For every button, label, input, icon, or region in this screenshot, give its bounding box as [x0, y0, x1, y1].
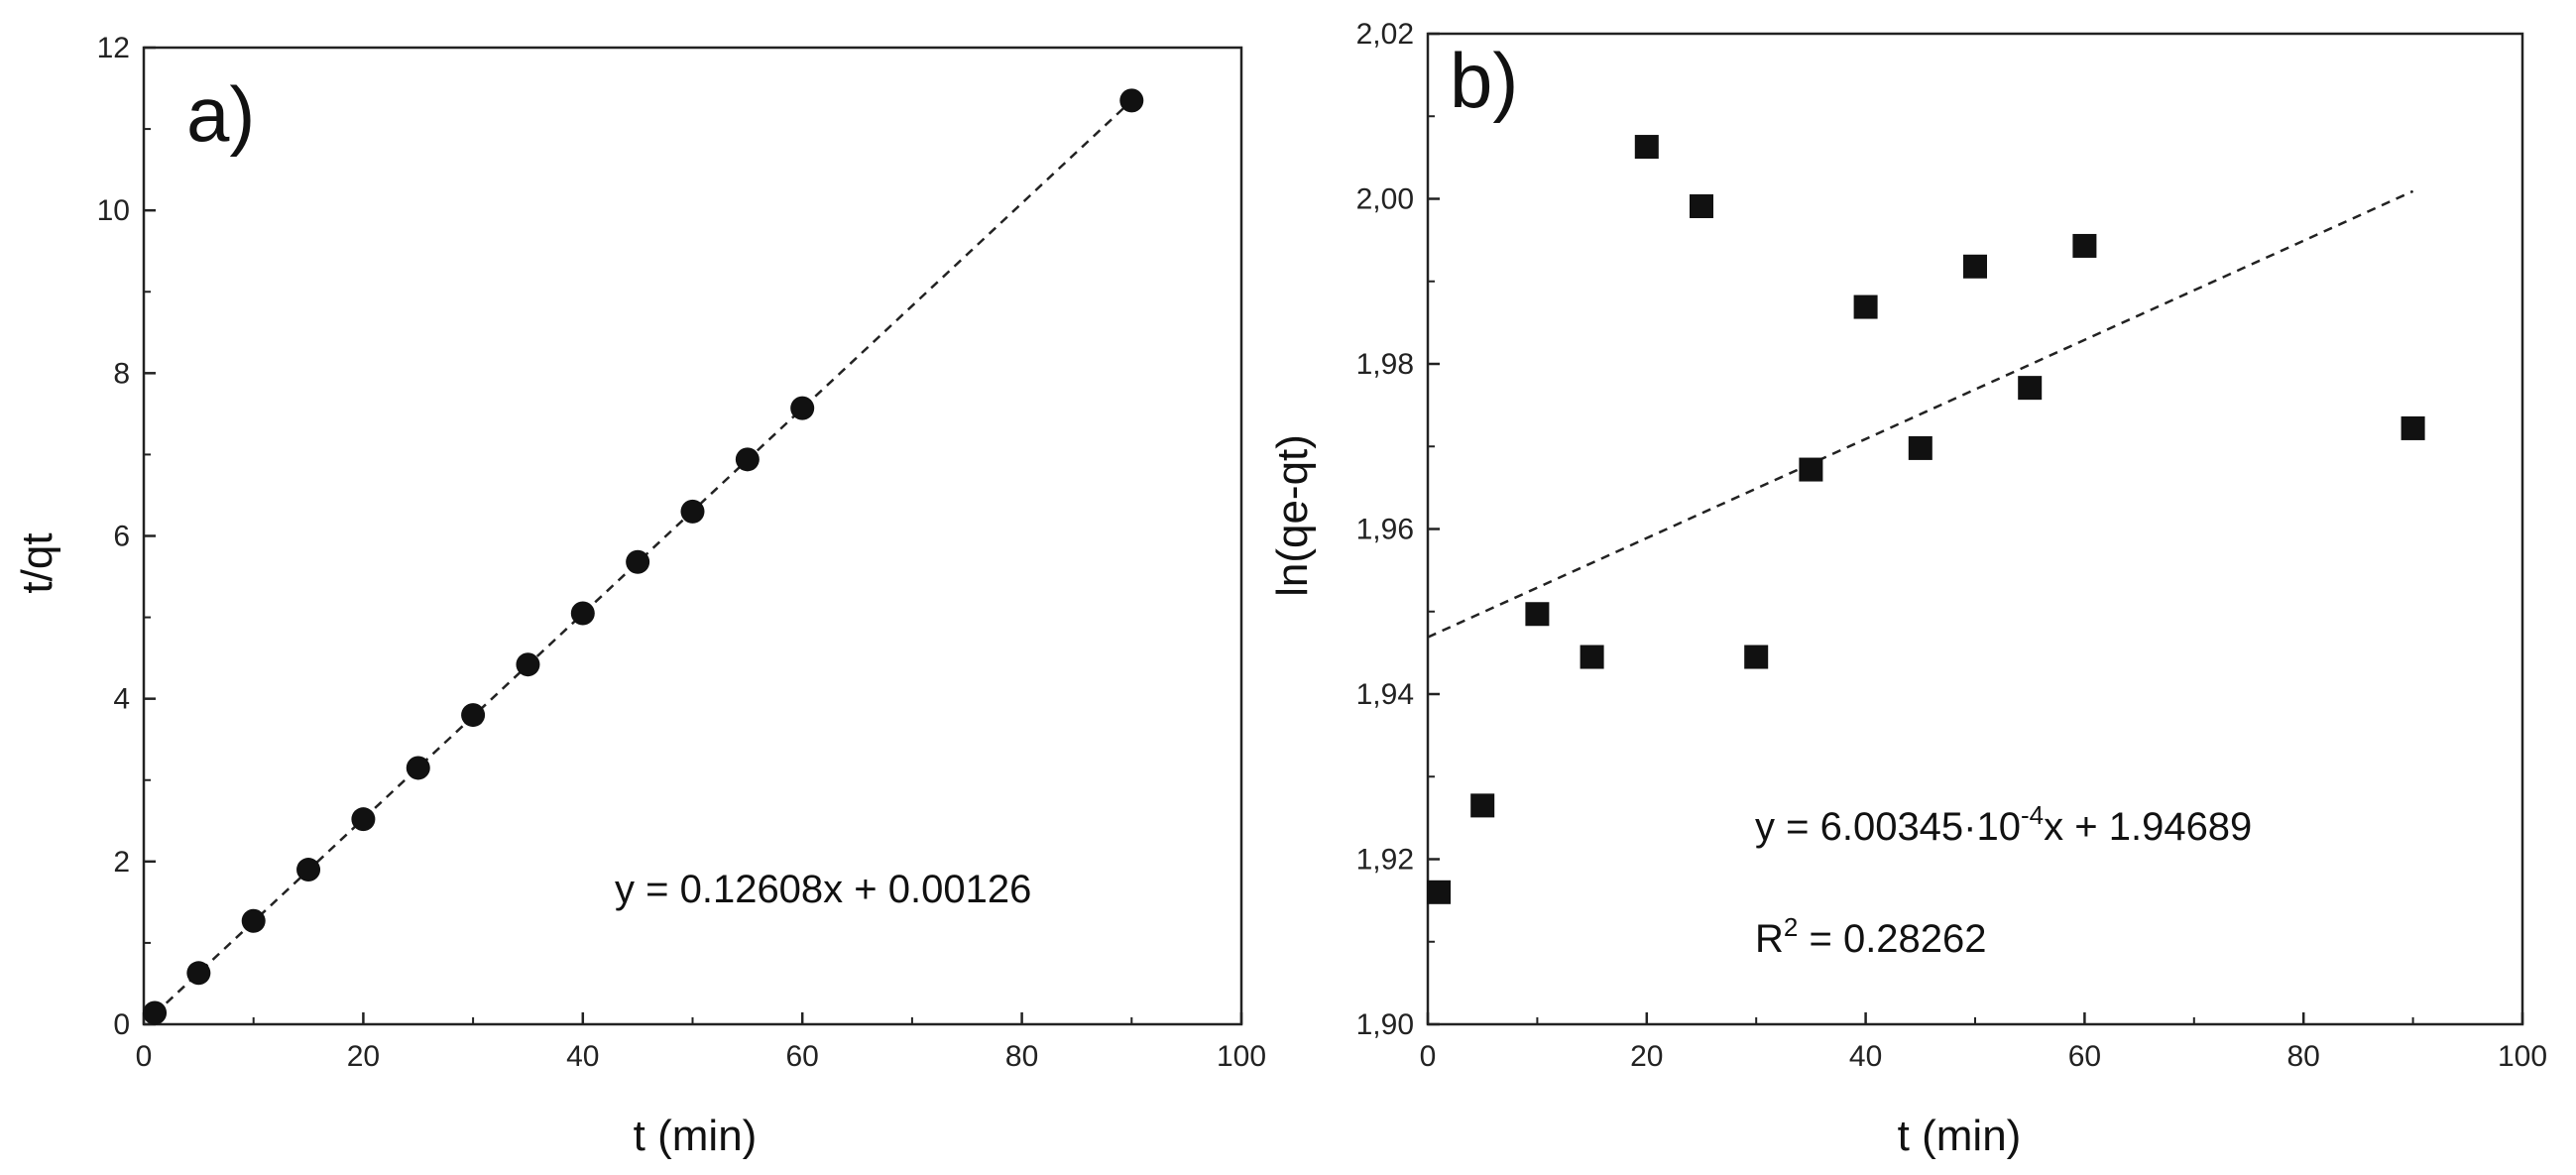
panel-b-y-tick-label-0: 1,90	[1356, 1008, 1414, 1041]
panel-b-equation-part-2: x + 1.94689	[2044, 805, 2252, 849]
panel-b-label: b)	[1450, 37, 1518, 124]
panel-a-x-tick-label-0: 0	[136, 1040, 153, 1073]
panel-a-point-13	[1119, 88, 1144, 113]
panel-b-point-7	[1799, 457, 1823, 482]
panel-b-point-3	[1580, 645, 1604, 669]
panel-a-blank-box-1	[506, 722, 1021, 783]
panel-a-y-tick-label-3: 6	[113, 521, 130, 553]
panel-b-point-4	[1634, 135, 1659, 160]
panel-a-label: a)	[186, 70, 255, 158]
panel-a-point-7	[516, 652, 540, 677]
panel-b-y-tick-label-3: 1,96	[1356, 514, 1414, 546]
panel-b-point-1	[1470, 793, 1495, 818]
panel-a-point-9	[626, 549, 650, 574]
panel-a-data-points	[143, 88, 1144, 1025]
panel-a-y-axis-title: t/qt	[13, 532, 61, 593]
panel-a-point-8	[570, 601, 595, 626]
panel-b-point-11	[2018, 376, 2043, 401]
panel-b-x-tick-label-1: 20	[1630, 1040, 1663, 1073]
panel-b-point-6	[1744, 645, 1769, 669]
panel-b-y-tick-label-5: 2,00	[1356, 183, 1414, 216]
panel-b-point-13	[2400, 415, 2425, 440]
panel-a-x-tick-label-3: 60	[786, 1040, 819, 1073]
panel-a-x-tick-label-2: 40	[566, 1040, 599, 1073]
panel-b-fit-line	[1427, 189, 2414, 639]
panel-b-frame	[1426, 32, 2524, 1026]
panel-b-point-10	[1963, 254, 1987, 279]
panel-b-r-squared: R2 = 0.28262	[1755, 912, 1987, 961]
panel-b-equation-part-1: y = 6.00345·10	[1755, 805, 2021, 849]
panel-a-y-tick-label-0: 0	[113, 1008, 130, 1041]
panel-a-point-1	[186, 961, 211, 986]
panel-a-y-tick-label-1: 2	[113, 846, 130, 879]
panel-b-y-tick-label-4: 1,98	[1356, 348, 1414, 381]
panel-a-y-tick-label-2: 4	[113, 683, 130, 716]
panel-b: 0 20 40 60 80 100 1,90 1,92 1,94 1,96 1,98 2,00 2,02…	[1268, 18, 2547, 1160]
panel-b-x-tick-label-0: 0	[1420, 1040, 1437, 1073]
panel-a-point-10	[680, 499, 705, 524]
panel-b-data-points	[1427, 135, 2425, 904]
panel-b-point-12	[2072, 233, 2097, 258]
panel-b-y-tick-label-2: 1,94	[1356, 678, 1414, 711]
panel-a-equation: y = 0.12608x + 0.00126	[615, 868, 1031, 911]
panel-b-blank-box	[1854, 595, 2203, 672]
panel-a-point-3	[296, 858, 321, 882]
panel-b-r-symbol: R	[1755, 917, 1784, 961]
panel-a-point-4	[351, 807, 376, 832]
panel-a-x-axis-title: t (min)	[634, 1112, 758, 1160]
panel-a-point-2	[241, 908, 266, 933]
panel-a-point-11	[735, 447, 760, 472]
panel-a-y-tick-label-5: 10	[97, 194, 130, 227]
panel-a-point-6	[461, 703, 486, 728]
panel-b-equation-exponent: -4	[2021, 800, 2044, 830]
panel-a-point-12	[790, 396, 815, 420]
panel-b-point-0	[1427, 880, 1452, 904]
panel-a-ticks: 0 20 40 60 80 100 0 2 4 6 8 10 12	[97, 32, 1266, 1073]
panel-b-y-axis-title: ln(qe-qt)	[1268, 434, 1317, 597]
panel-a: 0 20 40 60 80 100 0 2 4 6 8 10 12 a) y = 0.12608x + …	[13, 32, 1266, 1160]
panel-b-x-tick-label-4: 80	[2287, 1040, 2320, 1073]
panel-b-x-tick-label-2: 40	[1849, 1040, 1882, 1073]
panel-b-point-2	[1525, 602, 1550, 627]
panel-a-x-tick-label-1: 20	[347, 1040, 380, 1073]
panel-b-r-superscript: 2	[1784, 912, 1798, 942]
panel-b-equation: y = 6.00345·10-4x + 1.94689	[1755, 800, 2252, 849]
panel-b-y-tick-label-1: 1,92	[1356, 844, 1414, 877]
panel-b-x-tick-label-3: 60	[2068, 1040, 2101, 1073]
panel-a-x-tick-label-5: 100	[1217, 1040, 1266, 1073]
panel-b-y-tick-label-6: 2,02	[1356, 18, 1414, 51]
panel-b-point-9	[1908, 435, 1932, 460]
panel-a-x-tick-label-4: 80	[1005, 1040, 1038, 1073]
panel-b-ticks: 0 20 40 60 80 100 1,90 1,92 1,94 1,96 1,98 2,00 2,02	[1356, 18, 2547, 1073]
panel-a-y-tick-label-4: 8	[113, 357, 130, 390]
panel-b-regression-line	[1427, 189, 2414, 639]
panel-a-blank-box-2	[553, 823, 1079, 884]
panel-b-x-axis-title: t (min)	[1898, 1112, 2022, 1160]
panel-a-point-0	[143, 1000, 168, 1025]
panel-b-r-value: = 0.28262	[1798, 917, 1986, 961]
panel-a-point-5	[406, 756, 430, 780]
panel-b-point-5	[1690, 193, 1713, 218]
panel-a-y-tick-label-6: 12	[97, 32, 130, 64]
panel-b-point-8	[1853, 294, 1878, 319]
panel-b-x-tick-label-5: 100	[2498, 1040, 2547, 1073]
